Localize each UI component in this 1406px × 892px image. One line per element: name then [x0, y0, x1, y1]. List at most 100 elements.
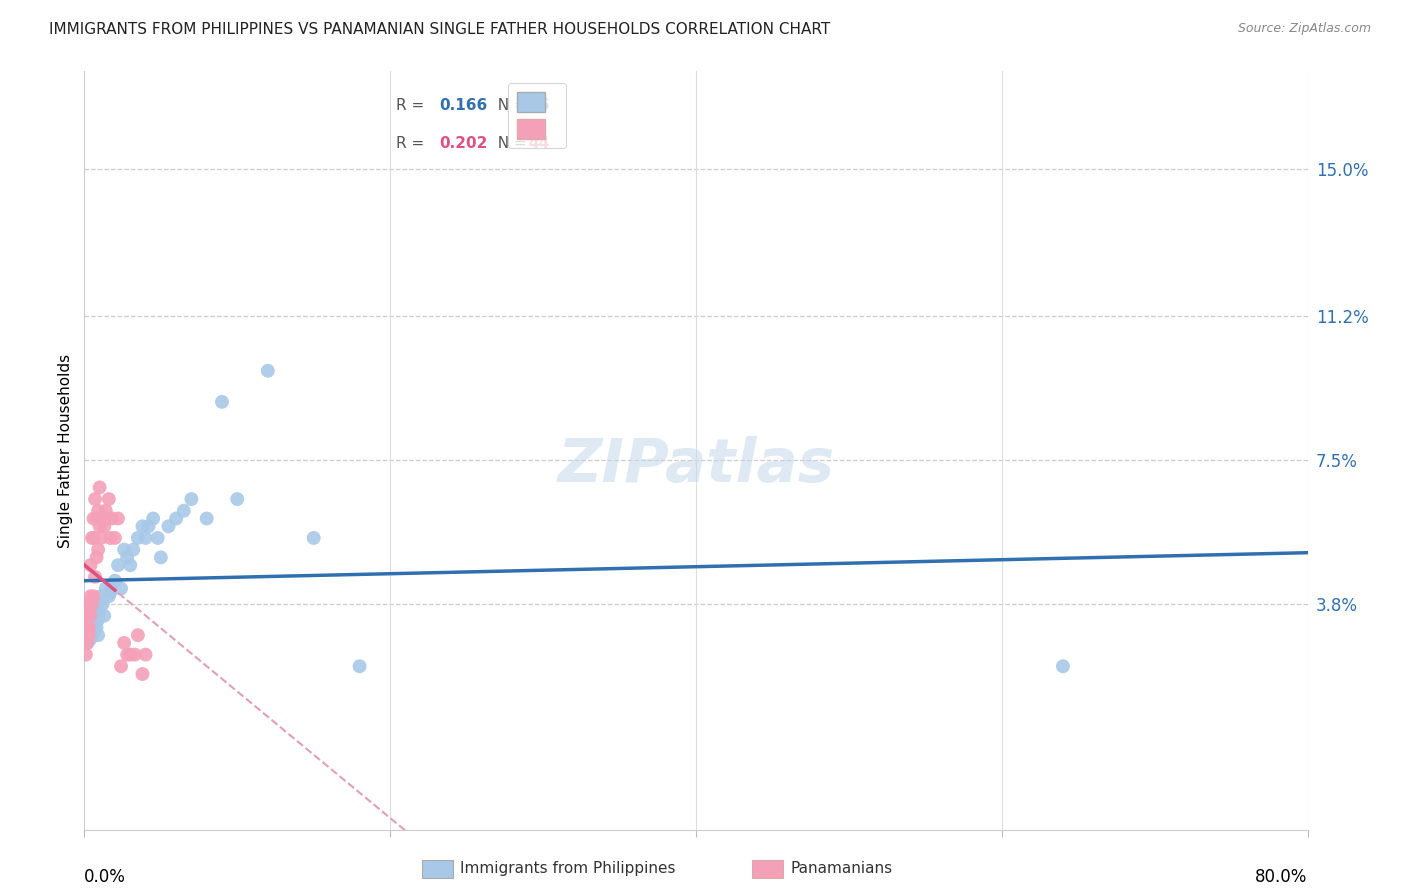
Point: [94, 504, 117, 518]
Point: [110, 659, 132, 673]
Point: [115, 550, 138, 565]
Point: [76, 628, 98, 642]
Point: [84, 570, 107, 584]
Point: [87, 628, 110, 642]
Point: [87, 504, 110, 518]
Point: [91, 597, 114, 611]
Point: [80, 616, 103, 631]
Point: [120, 558, 142, 573]
Point: [89, 519, 111, 533]
Point: [83, 531, 105, 545]
Point: [101, 577, 124, 591]
Text: Panamanians: Panamanians: [790, 862, 893, 876]
Point: [79, 558, 101, 573]
Point: [90, 531, 112, 545]
Text: 0.0%: 0.0%: [84, 869, 127, 887]
Point: [97, 589, 120, 603]
Point: [79, 608, 101, 623]
Text: Source: ZipAtlas.com: Source: ZipAtlas.com: [1237, 22, 1371, 36]
Text: 44: 44: [529, 136, 550, 151]
Point: [131, 667, 153, 681]
Point: [1052, 659, 1074, 673]
Point: [127, 628, 149, 642]
Point: [83, 589, 105, 603]
Point: [76, 597, 98, 611]
Text: 0.202: 0.202: [439, 136, 488, 151]
Point: [349, 659, 371, 673]
Point: [107, 558, 129, 573]
Point: [86, 620, 108, 634]
Point: [96, 511, 118, 525]
Point: [75, 620, 97, 634]
Point: [90, 589, 112, 603]
Text: 56: 56: [529, 98, 550, 113]
Point: [101, 511, 124, 525]
Point: [75, 608, 97, 623]
Point: [96, 511, 118, 525]
Point: [80, 601, 103, 615]
Text: R =: R =: [396, 136, 429, 151]
Point: [75, 628, 97, 642]
Point: [83, 624, 105, 639]
Point: [76, 636, 98, 650]
Point: [83, 608, 105, 623]
Point: [77, 608, 100, 623]
Point: [122, 542, 145, 557]
Text: N =: N =: [488, 98, 531, 113]
Point: [76, 636, 98, 650]
Point: [257, 364, 280, 378]
Point: [77, 620, 100, 634]
Point: [80, 628, 103, 642]
Legend: , : ,: [508, 83, 567, 148]
Point: [97, 491, 120, 506]
Point: [79, 613, 101, 627]
Point: [138, 519, 160, 533]
Point: [84, 491, 107, 506]
Point: [104, 574, 127, 588]
Point: [84, 616, 107, 631]
Point: [76, 608, 98, 623]
Point: [79, 620, 101, 634]
Point: [77, 616, 100, 631]
Point: [173, 504, 195, 518]
Point: [110, 582, 132, 596]
Point: [115, 648, 138, 662]
Point: [142, 511, 165, 525]
Point: [98, 531, 121, 545]
Point: [79, 589, 101, 603]
Point: [112, 542, 135, 557]
Point: [76, 624, 98, 639]
Text: ZIPatlas: ZIPatlas: [557, 436, 835, 495]
Point: [107, 511, 129, 525]
Point: [112, 636, 135, 650]
Point: [195, 511, 218, 525]
Point: [94, 582, 117, 596]
Point: [135, 531, 157, 545]
Point: [86, 550, 108, 565]
Point: [77, 605, 100, 619]
Point: [89, 605, 111, 619]
Point: [98, 585, 121, 599]
Point: [157, 519, 180, 533]
Point: [87, 542, 110, 557]
Text: IMMIGRANTS FROM PHILIPPINES VS PANAMANIAN SINGLE FATHER HOUSEHOLDS CORRELATION C: IMMIGRANTS FROM PHILIPPINES VS PANAMANIA…: [49, 22, 831, 37]
Point: [87, 613, 110, 627]
Point: [165, 511, 187, 525]
Point: [211, 395, 233, 409]
Y-axis label: Single Father Households: Single Father Households: [58, 353, 73, 548]
Point: [127, 531, 149, 545]
Point: [84, 605, 107, 619]
Text: 80.0%: 80.0%: [1256, 869, 1308, 887]
Point: [75, 616, 97, 631]
Point: [93, 519, 115, 533]
Text: N =: N =: [488, 136, 531, 151]
Point: [86, 597, 108, 611]
Point: [180, 491, 202, 506]
Point: [91, 511, 114, 525]
Text: 0.166: 0.166: [439, 98, 488, 113]
Point: [77, 628, 100, 642]
Text: R =: R =: [396, 98, 429, 113]
Point: [75, 648, 97, 662]
Point: [104, 531, 127, 545]
Point: [93, 608, 115, 623]
